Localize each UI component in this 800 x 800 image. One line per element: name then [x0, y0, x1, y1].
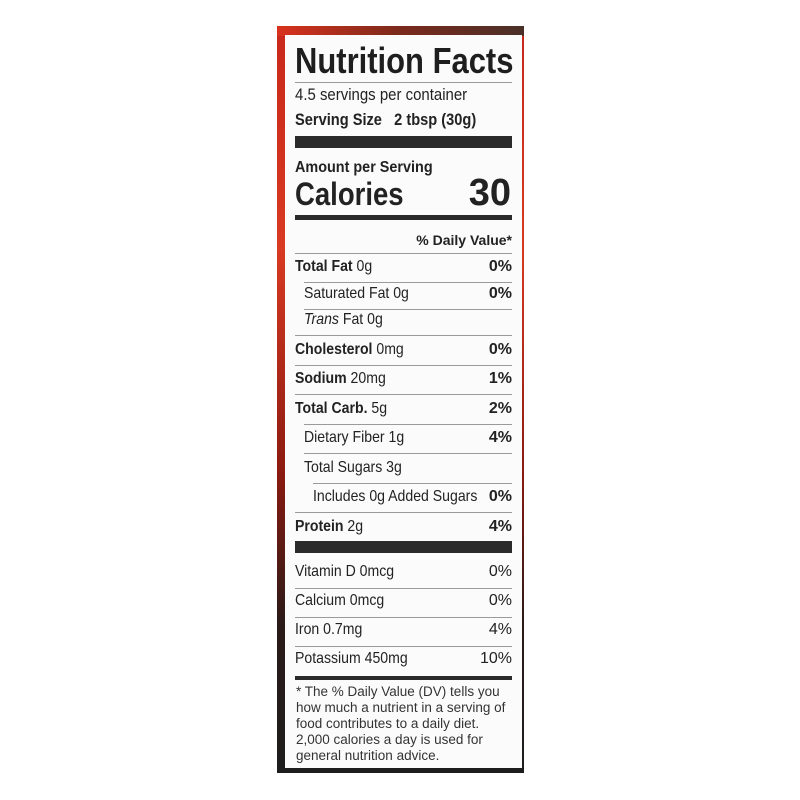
- footnote: * The % Daily Value (DV) tells you how m…: [296, 684, 506, 763]
- nutrient-row-label: Sodium 20mg: [295, 370, 386, 387]
- nutrient-row-dv: 0%: [488, 488, 512, 505]
- calories-label: Calories: [295, 176, 404, 212]
- vitamin-row-dv: 0%: [488, 592, 512, 609]
- servings-per-container: 4.5 servings per container: [295, 85, 468, 104]
- thick-divider: [295, 541, 512, 553]
- nutrient-row-dv: 0%: [488, 285, 512, 302]
- nutrient-row-label: Includes 0g Added Sugars: [313, 488, 478, 505]
- divider: [304, 282, 512, 283]
- nutrient-row-dv: 4%: [488, 518, 512, 535]
- divider: [295, 394, 512, 395]
- package-top-edge: [277, 26, 524, 36]
- label-title: Nutrition Facts: [295, 40, 514, 81]
- medium-divider: [295, 215, 512, 220]
- nutrient-row-label: Total Sugars 3g: [304, 459, 402, 476]
- nutrient-row-dv: 0%: [488, 341, 512, 358]
- nutrient-row-label: Trans Fat 0g: [304, 311, 383, 328]
- divider: [295, 82, 512, 83]
- nutrient-row-dv: 1%: [488, 370, 512, 387]
- vitamin-row-label: Vitamin D 0mcg: [295, 563, 395, 580]
- nutrient-row-dv: 4%: [488, 429, 512, 446]
- divider: [295, 588, 512, 589]
- nutrient-row-dv: 0%: [488, 258, 512, 275]
- divider: [295, 335, 512, 336]
- serving-size-label: Serving Size: [295, 110, 382, 129]
- nutrient-row-label: Dietary Fiber 1g: [304, 429, 405, 446]
- vitamin-row-label: Iron 0.7mg: [295, 621, 363, 638]
- nutrition-panel: [285, 35, 522, 768]
- serving-size: Serving Size 2 tbsp (30g): [295, 110, 476, 130]
- calories-value: 30: [468, 172, 511, 214]
- divider: [295, 365, 512, 366]
- divider: [295, 253, 512, 254]
- nutrient-row-label: Total Carb. 5g: [295, 400, 388, 417]
- vitamin-row-label: Calcium 0mcg: [295, 592, 385, 609]
- divider: [304, 309, 512, 310]
- nutrient-row-dv: 2%: [488, 400, 512, 417]
- serving-size-value: 2 tbsp (30g): [394, 110, 477, 129]
- divider: [304, 453, 512, 454]
- vitamin-row-dv: 0%: [488, 563, 512, 580]
- amount-per-serving: Amount per Serving: [295, 159, 433, 176]
- vitamin-row-dv: 4%: [488, 621, 512, 638]
- vitamin-row-label: Potassium 450mg: [295, 650, 408, 667]
- vitamin-row-dv: 10%: [479, 650, 512, 667]
- divider: [313, 483, 512, 484]
- thick-divider: [295, 136, 512, 148]
- nutrient-row-label: Protein 2g: [295, 518, 364, 535]
- nutrient-row-label: Total Fat 0g: [295, 258, 373, 275]
- divider: [295, 512, 512, 513]
- divider: [295, 617, 512, 618]
- divider: [304, 424, 512, 425]
- medium-divider: [295, 676, 512, 680]
- divider: [295, 646, 512, 647]
- nutrient-row-label: Saturated Fat 0g: [304, 285, 409, 302]
- daily-value-header: % Daily Value*: [416, 232, 512, 248]
- nutrient-row-label: Cholesterol 0mg: [295, 341, 404, 358]
